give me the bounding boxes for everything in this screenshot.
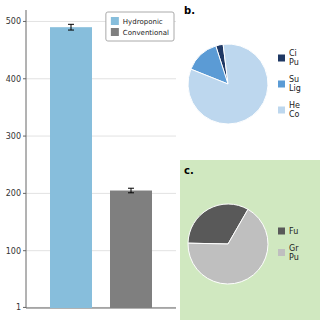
legend-label-line: Co — [289, 110, 300, 119]
grid-line — [26, 250, 176, 251]
grid-line — [26, 193, 176, 194]
chart-root: 1 100 200 300 400 500 Hydroponic Conventional b.… — [0, 0, 320, 320]
grid-line — [26, 307, 176, 308]
legend-label: HeCo — [289, 101, 300, 119]
tick-label: 100 — [6, 247, 21, 256]
legend: CiPu SuLig HeCo — [278, 49, 301, 119]
legend-swatch — [111, 28, 119, 36]
tick-label: 500 — [6, 17, 21, 26]
legend-label: SuLig — [289, 75, 301, 93]
legend-label-line: Pu — [289, 253, 299, 262]
legend-label: Fu — [289, 227, 298, 236]
grid-line — [26, 78, 176, 79]
panel-label: b. — [184, 5, 195, 16]
legend-label-line: He — [289, 101, 300, 110]
tick-label: 200 — [6, 189, 21, 198]
legend-label-line: Su — [289, 75, 299, 84]
bars — [50, 24, 152, 308]
legend-frame — [106, 12, 174, 41]
y-axis — [26, 10, 27, 308]
legend: Hydroponic Conventional — [106, 12, 174, 41]
legend-label-line: Fu — [289, 227, 298, 236]
bar-chart: 1 100 200 300 400 500 — [6, 10, 176, 312]
error-cap — [68, 30, 74, 31]
legend-label-line: Ci — [289, 49, 297, 58]
legend: Fu GrPu — [278, 227, 299, 262]
panel-background — [180, 160, 320, 320]
legend-swatch — [278, 81, 285, 88]
tick-label: 300 — [6, 132, 21, 141]
legend-swatch — [278, 228, 285, 235]
error-cap — [128, 188, 134, 189]
legend-swatch — [278, 107, 285, 114]
panel-label: c. — [184, 165, 194, 176]
pie-slice — [188, 44, 268, 124]
error-line — [71, 24, 72, 30]
legend-label: CiPu — [289, 49, 299, 67]
legend-label-line: Pu — [289, 58, 299, 67]
legend-swatch — [278, 249, 285, 256]
legend-swatch — [278, 55, 285, 62]
bar — [50, 27, 92, 308]
legend-label: GrPu — [289, 244, 299, 262]
legend-swatch — [111, 17, 119, 25]
pie-chart: b. CiPu SuLig HeCo — [184, 5, 301, 124]
legend-label: Conventional — [123, 29, 169, 37]
background — [0, 0, 320, 320]
error-cap — [68, 24, 74, 25]
x-axis — [26, 308, 176, 309]
bar — [110, 191, 152, 308]
error-cap — [128, 192, 134, 193]
error-line — [131, 188, 132, 193]
legend-label-line: Gr — [289, 244, 299, 253]
error-bar — [128, 188, 134, 193]
legend-label: Hydroponic — [123, 18, 163, 26]
grid-line — [26, 136, 176, 137]
pie-chart: c. Fu GrPu — [180, 160, 320, 320]
tick-label: 1 — [16, 303, 21, 312]
error-bar — [68, 24, 74, 30]
tick-label: 400 — [6, 75, 21, 84]
pie-slice — [188, 209, 268, 284]
legend-label-line: Lig — [289, 84, 301, 93]
